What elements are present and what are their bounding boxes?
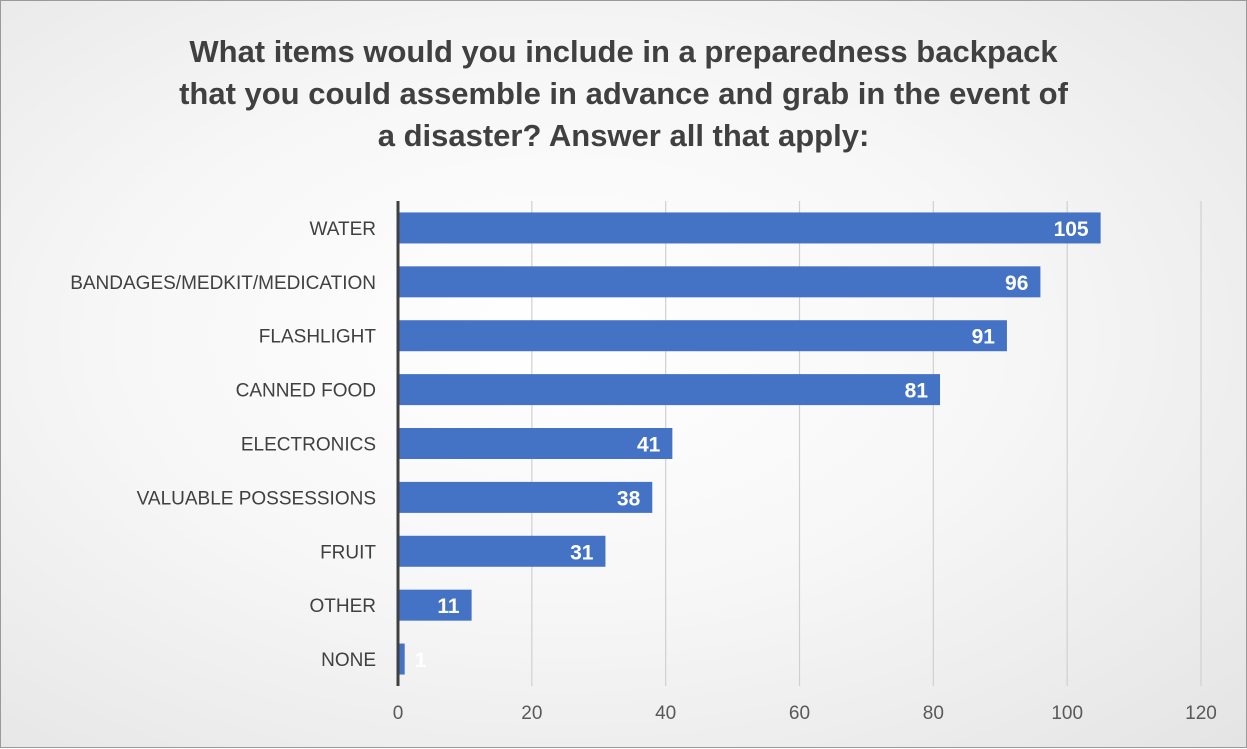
data-label: 105 (1054, 218, 1089, 241)
data-label: 31 (570, 541, 594, 564)
chart-title-line-2: that you could assemble in advance and g… (179, 76, 1068, 111)
category-label: FRUIT (320, 542, 376, 563)
data-label: 81 (905, 380, 929, 403)
x-tick-label: 120 (1185, 703, 1217, 724)
category-label: NONE (321, 650, 376, 671)
data-label: 96 (1005, 272, 1028, 295)
bar-other (398, 589, 472, 621)
x-tick-label: 100 (1051, 703, 1083, 724)
bar-fruit (398, 535, 606, 567)
category-label: WATER (310, 219, 377, 240)
data-label: 41 (637, 434, 661, 457)
chart-title-line-1: What items would you include in a prepar… (189, 34, 1058, 69)
category-label: CANNED FOOD (236, 381, 376, 402)
x-tick-label: 80 (923, 703, 944, 724)
bar-canned-food (398, 374, 941, 406)
x-tick-label: 60 (789, 703, 810, 724)
bar-none (398, 643, 405, 675)
bar-valuable-possessions (398, 481, 653, 513)
category-label: BANDAGES/MEDKIT/MEDICATION (70, 273, 376, 294)
x-tick-label: 20 (521, 703, 542, 724)
x-tick-label: 0 (393, 703, 404, 724)
data-label: 38 (617, 487, 641, 510)
category-label: FLASHLIGHT (259, 327, 377, 348)
bar-electronics (398, 428, 673, 459)
bar-bandages-medkit-medication (398, 266, 1041, 298)
labels: 0 20 40 60 80 100 120 WATER 105 BANDAGES/MEDKIT/M… (70, 218, 1217, 724)
category-label: VALUABLE POSSESSIONS (137, 488, 376, 509)
chart-title: What items would you include in a prepar… (1, 31, 1246, 157)
bar-water (398, 212, 1101, 244)
x-tick-label: 40 (655, 703, 676, 724)
bars (398, 212, 1101, 675)
data-label: 11 (437, 595, 460, 618)
category-label: ELECTRONICS (241, 435, 376, 456)
data-label: 1 (415, 649, 427, 672)
category-label: OTHER (310, 596, 377, 617)
data-label: 91 (972, 326, 996, 349)
bar-flashlight (398, 320, 1007, 352)
chart-title-line-3: a disaster? Answer all that apply: (377, 118, 870, 153)
